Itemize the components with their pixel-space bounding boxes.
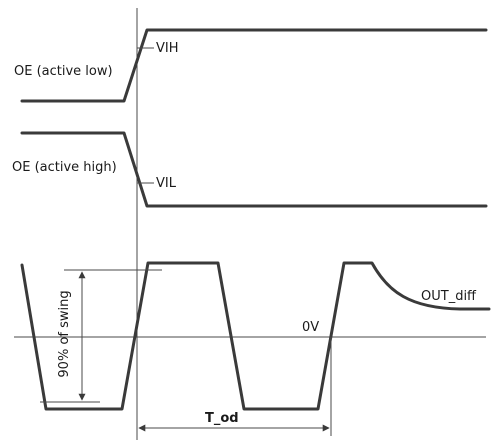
- out-diff-label: OUT_diff: [421, 289, 477, 304]
- vil-label: VIL: [156, 176, 177, 191]
- t-od-label: T_od: [205, 411, 239, 426]
- out-diff-waveform: [20, 261, 491, 411]
- vih-label: VIH: [156, 41, 179, 56]
- swing-label: 90% of swing: [57, 290, 72, 377]
- oe-active-low-label: OE (active low): [14, 64, 113, 79]
- oe-active-high-waveform: [20, 131, 488, 208]
- oe-active-low-waveform: [20, 28, 488, 103]
- zero-volt-label: 0V: [302, 320, 319, 335]
- oe-active-high-label: OE (active high): [12, 160, 117, 175]
